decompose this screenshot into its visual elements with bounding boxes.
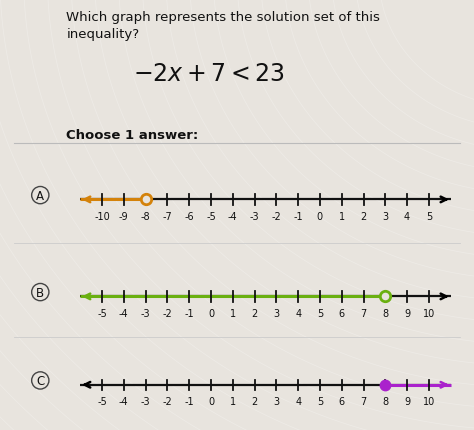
Text: 7: 7 (360, 308, 366, 318)
Text: -9: -9 (119, 212, 128, 221)
Text: -1: -1 (184, 396, 194, 406)
Text: -4: -4 (228, 212, 237, 221)
Text: -5: -5 (97, 396, 107, 406)
Text: -3: -3 (250, 212, 259, 221)
Text: -3: -3 (141, 308, 150, 318)
Text: -5: -5 (206, 212, 216, 221)
Text: A: A (36, 189, 44, 202)
Text: 0: 0 (208, 308, 214, 318)
Text: 5: 5 (426, 212, 432, 221)
Text: 1: 1 (230, 308, 236, 318)
Text: 9: 9 (404, 396, 410, 406)
Text: 7: 7 (360, 396, 366, 406)
Text: 3: 3 (273, 396, 279, 406)
Text: -2: -2 (163, 308, 172, 318)
Text: -1: -1 (293, 212, 303, 221)
Text: 4: 4 (404, 212, 410, 221)
Text: 3: 3 (382, 212, 388, 221)
Text: 0: 0 (208, 396, 214, 406)
Text: -1: -1 (184, 308, 194, 318)
Text: 1: 1 (338, 212, 345, 221)
Text: C: C (36, 374, 45, 387)
Text: -8: -8 (141, 212, 150, 221)
Text: -4: -4 (119, 308, 128, 318)
Text: 9: 9 (404, 308, 410, 318)
Text: -4: -4 (119, 396, 128, 406)
Text: 2: 2 (251, 396, 258, 406)
Text: B: B (36, 286, 45, 299)
Text: Choose 1 answer:: Choose 1 answer: (66, 129, 199, 142)
Text: 2: 2 (251, 308, 258, 318)
Text: 4: 4 (295, 396, 301, 406)
Text: 10: 10 (423, 308, 435, 318)
Text: -3: -3 (141, 396, 150, 406)
Text: 1: 1 (230, 396, 236, 406)
Text: 8: 8 (382, 308, 388, 318)
Text: 5: 5 (317, 308, 323, 318)
Text: 6: 6 (338, 308, 345, 318)
Text: 8: 8 (382, 396, 388, 406)
Text: 3: 3 (273, 308, 279, 318)
Text: 0: 0 (317, 212, 323, 221)
Text: 4: 4 (295, 308, 301, 318)
Text: 2: 2 (360, 212, 366, 221)
Text: 10: 10 (423, 396, 435, 406)
Text: -2: -2 (272, 212, 281, 221)
Text: Which graph represents the solution set of this: Which graph represents the solution set … (66, 11, 380, 24)
Text: $-2x + 7 < 23$: $-2x + 7 < 23$ (133, 62, 285, 86)
Text: -5: -5 (97, 308, 107, 318)
Text: 6: 6 (338, 396, 345, 406)
Text: inequality?: inequality? (66, 28, 139, 41)
Text: -10: -10 (94, 212, 110, 221)
Text: -6: -6 (184, 212, 194, 221)
Text: -2: -2 (163, 396, 172, 406)
Text: 5: 5 (317, 396, 323, 406)
Text: -7: -7 (163, 212, 172, 221)
